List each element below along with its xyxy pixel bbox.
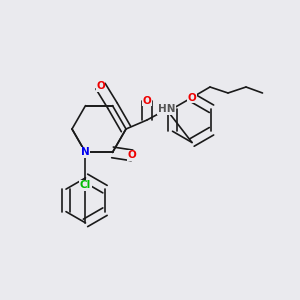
Text: N: N bbox=[81, 147, 90, 158]
Text: O: O bbox=[142, 95, 152, 106]
Text: Cl: Cl bbox=[80, 180, 91, 190]
Text: O: O bbox=[96, 81, 105, 91]
Text: O: O bbox=[128, 150, 136, 161]
Text: O: O bbox=[188, 92, 196, 103]
Text: HN: HN bbox=[158, 104, 175, 115]
